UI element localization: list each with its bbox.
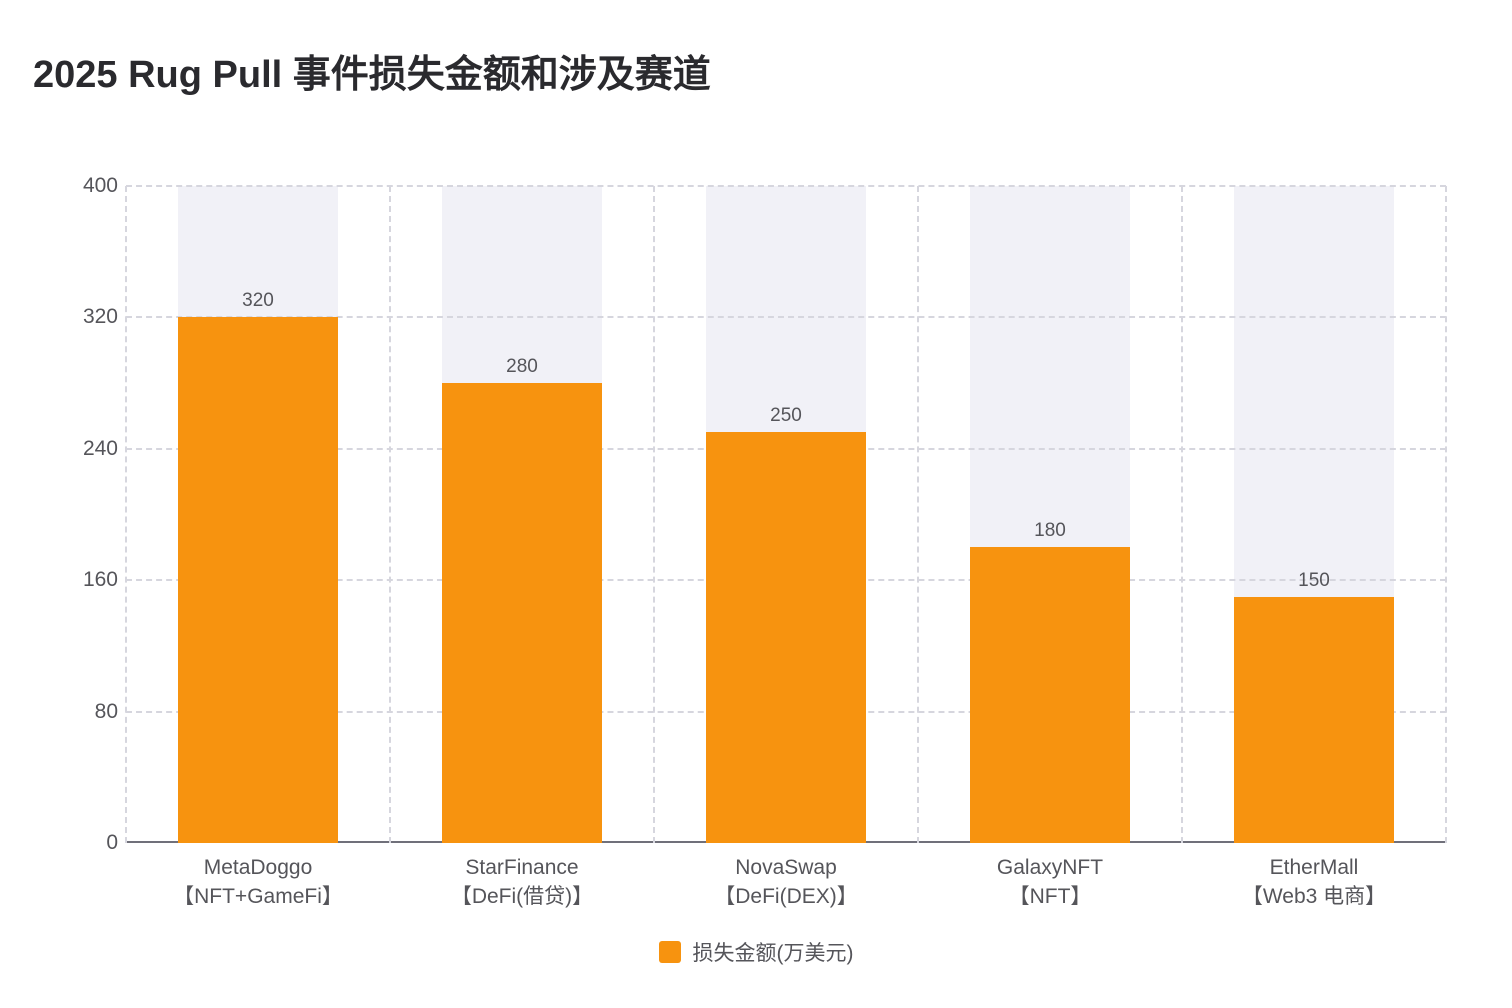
bar[interactable] [970,547,1130,843]
x-axis-label-name: GalaxyNFT [996,856,1104,879]
bar-value-label: 280 [506,356,538,378]
legend-label: 损失金额(万美元) [692,941,854,965]
x-axis-label-track: 【DeFi(借贷)】 [450,885,594,908]
vertical-gridline [1445,186,1447,843]
bar[interactable] [706,432,866,843]
vertical-gridline [917,186,919,843]
legend-item[interactable]: 损失金额(万美元) [0,938,1512,965]
x-axis-label: NovaSwap 【DeFi(DEX)】 [654,853,918,911]
x-axis-label-name: EtherMall [1269,856,1359,879]
x-axis-label-track: 【NFT+GameFi】 [173,885,343,908]
x-axis-label-name: MetaDoggo [203,856,313,879]
y-tick-label: 240 [82,436,118,460]
y-tick-label: 80 [94,699,118,723]
y-tick-label: 0 [106,831,118,854]
x-axis-label-name: NovaSwap [735,856,837,879]
y-tick-label: 320 [82,305,118,329]
bar-value-label: 320 [242,290,274,312]
bar[interactable] [442,383,602,843]
x-axis-label-track: 【Web3 电商】 [1241,885,1387,908]
x-axis-label: StarFinance 【DeFi(借贷)】 [390,853,654,911]
bar-value-label: 250 [770,405,802,427]
bar[interactable] [1234,596,1394,843]
x-axis-label-track: 【DeFi(DEX)】 [714,885,858,908]
x-axis-label-track: 【NFT】 [1008,885,1092,908]
x-axis-label: EtherMall 【Web3 电商】 [1182,853,1446,911]
vertical-gridline [653,186,655,843]
horizontal-gridline [126,316,1446,319]
legend-swatch-icon [658,940,681,963]
chart-title: 2025 Rug Pull 事件损失金额和涉及赛道 [33,54,711,96]
bar[interactable] [178,317,338,843]
x-axis-label: GalaxyNFT 【NFT】 [918,853,1182,911]
y-tick-label: 400 [82,174,118,197]
y-axis: 400 320 240 160 80 0 [28,0,118,1008]
vertical-gridline [125,186,127,843]
x-axis-label-name: StarFinance [465,856,579,879]
x-axis-label: MetaDoggo 【NFT+GameFi】 [126,853,390,911]
vertical-gridline [389,186,391,843]
bar-value-label: 150 [1298,569,1330,591]
horizontal-gridline [126,185,1446,187]
vertical-gridline [1181,186,1183,843]
plot-area: 320 280 250 180 150 [125,185,1447,843]
y-tick-label: 160 [82,568,118,592]
bar-value-label: 180 [1034,520,1066,542]
